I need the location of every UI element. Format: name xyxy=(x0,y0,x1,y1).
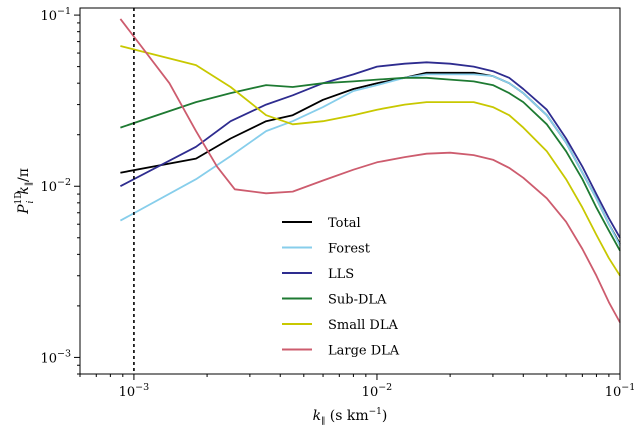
legend-label-2: LLS xyxy=(328,267,354,282)
x-tick-label: 10−3 xyxy=(119,382,150,400)
legend-label-3: Sub-DLA xyxy=(328,293,387,308)
x-tick-label: 10−2 xyxy=(362,382,393,400)
x-axis-label: k∥ (s km−1) xyxy=(313,407,388,427)
legend-label-4: Small DLA xyxy=(328,318,398,333)
legend: Total Forest LLS Sub-DLA Small DLA Large DLA xyxy=(282,216,400,359)
legend-label-5: Large DLA xyxy=(328,344,400,359)
x-tick-label: 10−1 xyxy=(605,382,635,400)
series-line-4 xyxy=(120,45,621,277)
series-layer xyxy=(119,18,621,323)
series-line-3 xyxy=(120,76,621,252)
series-line-5 xyxy=(119,18,621,323)
y-tick-label: 10−3 xyxy=(40,348,71,366)
plot-frame xyxy=(79,7,621,375)
series-line-0 xyxy=(120,71,621,245)
legend-label-1: Forest xyxy=(328,242,371,257)
series-line-2 xyxy=(119,61,621,239)
y-tick-label: 10−1 xyxy=(40,6,71,24)
tick-layer: 10−3 10−2 10−1 10−3 10−2 10−1 xyxy=(40,6,635,400)
y-tick-label: 10−2 xyxy=(40,177,71,195)
y-axis-label: P1D ik∥/π xyxy=(14,168,36,215)
series-line-1 xyxy=(119,73,621,247)
legend-label-0: Total xyxy=(328,216,361,231)
